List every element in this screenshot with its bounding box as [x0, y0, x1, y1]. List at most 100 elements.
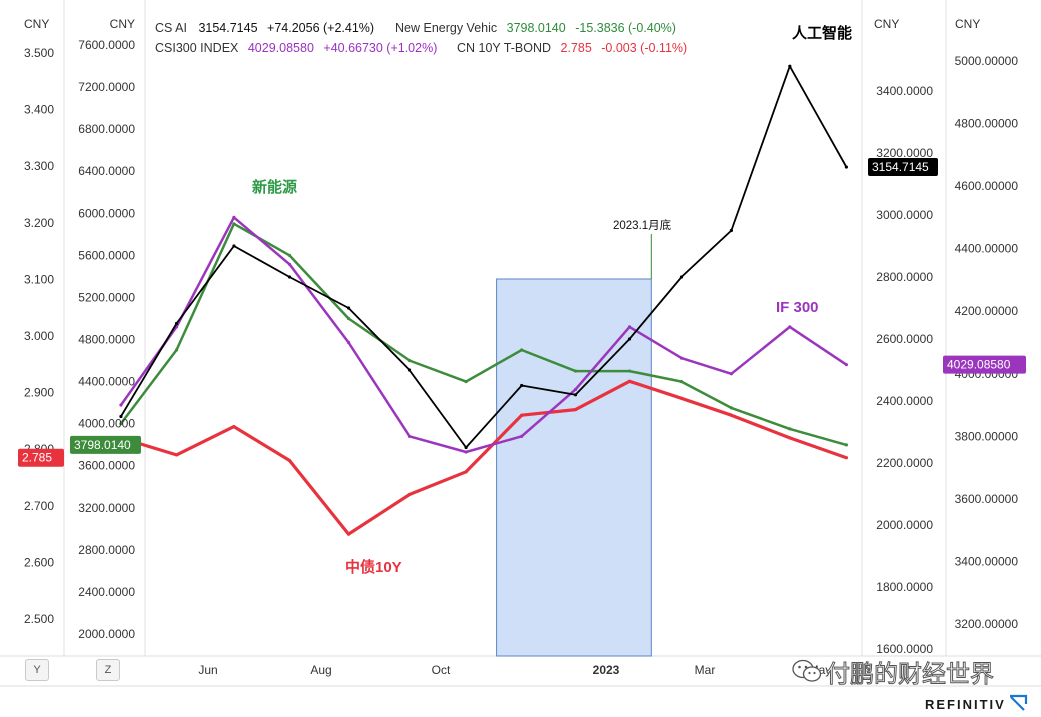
data-point [844, 363, 848, 367]
data-point [174, 348, 179, 352]
data-point [520, 434, 524, 438]
brand-name: REFINITIV [925, 697, 1006, 712]
data-point [346, 340, 351, 345]
data-point [627, 379, 632, 383]
refinitiv-logo-icon [1010, 694, 1028, 711]
bond-axis-tick-label: 3.000 [24, 329, 54, 343]
nev-axis-tick-label: 3200.0000 [78, 501, 135, 515]
nev-axis-tick-label: 2400.0000 [78, 585, 135, 599]
data-point [287, 262, 292, 266]
data-point [627, 325, 632, 329]
data-point [232, 215, 236, 219]
data-point [679, 396, 684, 400]
bond-axis-tick-label: 3.500 [24, 46, 54, 60]
data-point [844, 443, 848, 447]
bond-axis-tick-label: 3.300 [24, 159, 54, 173]
data-point [520, 348, 524, 352]
nev-axis-tick-label: 6800.0000 [78, 122, 135, 136]
csi300-axis-tick-label: 3800.00000 [955, 429, 1019, 443]
bond-axis-tick-label: 3.400 [24, 103, 54, 117]
data-point [464, 450, 468, 454]
data-point [729, 413, 733, 417]
data-point [679, 379, 684, 384]
data-point [119, 403, 123, 407]
data-point [844, 165, 848, 169]
nev-axis-tick-label: 3600.0000 [78, 459, 135, 473]
legend-nev[interactable]: New Energy Vehic 3798.0140 -15.3836 (-0.… [395, 21, 676, 35]
nev-axis-tick-label: 5200.0000 [78, 290, 135, 304]
data-point [287, 275, 292, 279]
ai-axis-tick-label: 1800.0000 [876, 580, 933, 594]
ai-axis-tick-label: 2400.0000 [876, 394, 933, 408]
legend-ai[interactable]: CS AI 3154.7145 +74.2056 (+2.41%) [155, 21, 374, 35]
data-point [232, 424, 236, 429]
legend-bond[interactable]: CN 10Y T-BOND 2.785 -0.003 (-0.11%) [457, 41, 687, 55]
annotation-highlight: 2023.1月底 [613, 218, 672, 232]
data-point [287, 253, 292, 257]
ai-price-tag-box [868, 158, 938, 177]
ai-axis-tick-label: 3400.0000 [876, 84, 933, 98]
x-axis-tick-label: Oct [432, 663, 451, 677]
bond-axis-tick-label: 2.900 [24, 386, 54, 400]
data-point [729, 228, 733, 233]
ai-axis-tick-label: 3200.0000 [876, 146, 933, 160]
annotation-csi300: IF 300 [776, 299, 819, 316]
data-point [520, 413, 524, 417]
ai-axis-tick-label: 3000.0000 [876, 208, 933, 222]
csi300-axis-tick-label: 3400.00000 [955, 554, 1019, 568]
ai-axis-tick-label: 2000.0000 [876, 518, 933, 532]
data-point [573, 387, 578, 392]
csi300-axis-tick-label: 5000.00000 [955, 54, 1019, 68]
csi300-axis-tick-label: 4800.00000 [955, 117, 1019, 131]
csi300-axis-tick-label: 4200.00000 [955, 304, 1019, 318]
watermark: 付鹏的财经世界 [792, 653, 995, 689]
annotation-nev: 新能源 [252, 178, 297, 196]
nev-axis-tick-label: 5600.0000 [78, 248, 135, 262]
series-layer [119, 64, 848, 536]
ai-axis-tick-label: 2200.0000 [876, 456, 933, 470]
legend-csi300[interactable]: CSI300 INDEX 4029.08580 +40.66730 (+1.02… [155, 41, 437, 55]
y-axis-button[interactable]: Y [25, 659, 49, 681]
data-point [232, 244, 236, 248]
data-point [573, 369, 578, 373]
csi300-axis-tick-label: 3600.00000 [955, 492, 1019, 506]
annotation-bond: 中债10Y [345, 558, 402, 576]
data-point [627, 369, 632, 373]
x-axis-tick-label: Aug [310, 663, 331, 677]
wechat-icon [792, 659, 822, 682]
bond-axis-tick-label: 2.500 [24, 612, 54, 626]
ai-axis-tick-label: 2800.0000 [876, 270, 933, 284]
data-point [346, 532, 351, 536]
data-point [174, 321, 179, 326]
nev-axis-tick-label: 2800.0000 [78, 543, 135, 557]
series-line-cs-ai[interactable] [120, 65, 848, 449]
bond-price-tag-box [18, 448, 64, 467]
csi300-axis-tick-label: 4600.00000 [955, 179, 1019, 193]
header-legend: CS AI 3154.7145 +74.2056 (+2.41%) New En… [155, 21, 687, 55]
axis-unit-label: CNY [24, 17, 49, 31]
data-point [346, 316, 351, 321]
data-point [844, 456, 848, 460]
data-point [407, 358, 412, 363]
ai-price-tag-text: 3154.7145 [872, 160, 929, 174]
axis-unit-label: CNY [110, 17, 135, 31]
data-point [232, 222, 236, 226]
x-axis-tick-label: Mar [695, 663, 716, 677]
nev-axis-tick-label: 7200.0000 [78, 80, 135, 94]
bond-price-tag-text: 2.785 [22, 451, 52, 465]
nev-axis-tick-label: 4000.0000 [78, 417, 135, 431]
data-point [464, 379, 468, 384]
data-point [788, 64, 792, 68]
series-line-csi300-index[interactable] [119, 216, 848, 454]
nev-axis-tick-label: 4800.0000 [78, 333, 135, 347]
series-line-new-energy-vehic[interactable] [119, 222, 847, 447]
annotation-ai: 人工智能 [792, 24, 852, 42]
data-point [788, 436, 792, 440]
z-axis-button[interactable]: Z [96, 659, 120, 681]
data-point [573, 393, 578, 397]
nev-price-tag-box [70, 435, 141, 454]
nev-axis-tick-label: 6400.0000 [78, 164, 135, 178]
x-axis-tick-label: Jun [198, 663, 217, 677]
data-point [679, 275, 684, 279]
